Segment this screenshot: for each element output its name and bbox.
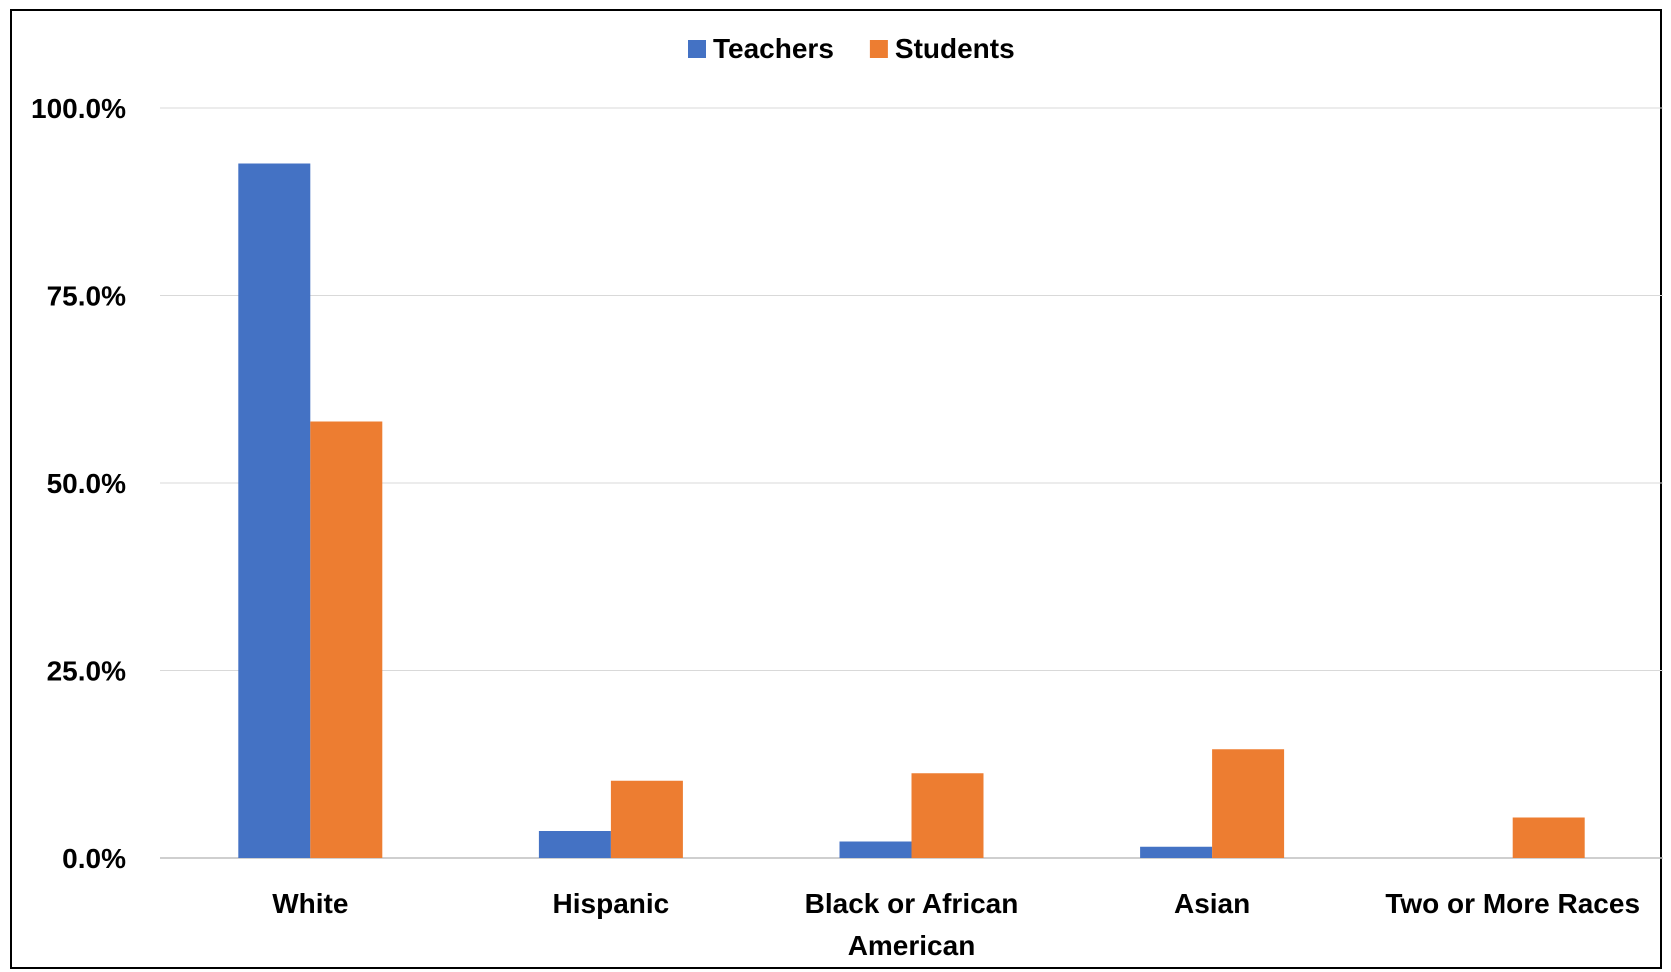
y-tick-label: 0.0% [62,843,126,874]
gridlines [160,107,1663,859]
bar-students-4 [1512,817,1585,858]
bar-students-0 [310,421,383,858]
legend: Teachers Students [688,33,1015,64]
legend-label-teachers: Teachers [713,33,834,64]
y-tick-label: 75.0% [47,281,126,312]
bar-teachers-3 [1140,846,1213,858]
x-category-label: Black or African [805,888,1019,919]
y-tick-label: 50.0% [47,468,126,499]
legend-label-students: Students [895,33,1015,64]
x-category-label: Two or More Races [1385,888,1640,919]
x-category-label: Asian [1174,888,1250,919]
x-category-label: Hispanic [553,888,670,919]
y-tick-label: 100.0% [31,93,126,124]
x-category-label: White [272,888,348,919]
bars [238,163,1585,858]
bar-students-3 [1212,749,1285,858]
bar-teachers-2 [839,841,912,858]
bar-teachers-1 [538,831,611,858]
legend-swatch-students [869,40,888,58]
bar-teachers-0 [238,163,311,858]
y-tick-label: 25.0% [47,656,126,687]
x-category-label: American [848,930,976,961]
x-axis-category-labels: White Hispanic Black or African American Asi… [272,888,1640,961]
bar-students-2 [911,773,984,858]
bar-students-1 [610,780,683,858]
y-axis-tick-labels: 0.0% 25.0% 50.0% 75.0% 100.0% [31,93,126,874]
legend-swatch-teachers [688,40,706,58]
